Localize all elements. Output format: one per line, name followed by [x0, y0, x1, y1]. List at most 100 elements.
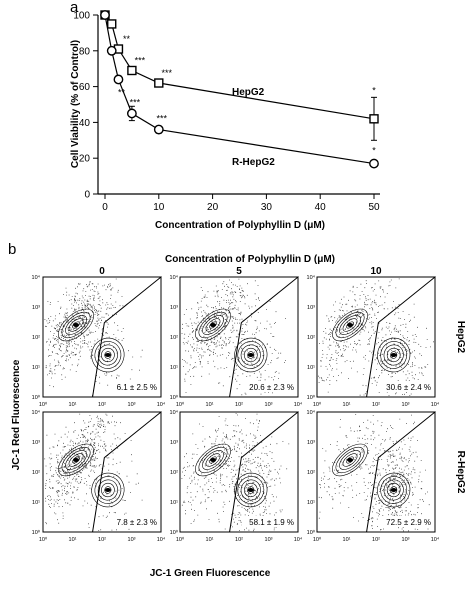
y-tick-label: 10⁴: [32, 274, 41, 281]
x-tick-label: 10⁰: [313, 536, 322, 543]
y-tick-label: 10⁴: [32, 409, 41, 416]
data-point: [127, 65, 137, 76]
contour-line: [342, 453, 358, 467]
x-tick-label: 20: [207, 202, 219, 213]
contour-line: [97, 479, 118, 501]
percentage-label: 30.6 ± 2.4 %: [386, 383, 431, 392]
contour-line: [94, 341, 122, 369]
significance-marker: **: [118, 87, 126, 97]
gate-polygon: [92, 275, 162, 398]
panel-b-title: Concentration of Polyphyllin D (μM): [165, 254, 335, 265]
y-tick-label: 10³: [307, 440, 315, 446]
x-tick-label: 10⁴: [431, 536, 440, 543]
contour-line: [195, 443, 231, 477]
contour-line: [380, 341, 408, 369]
contour-line: [91, 472, 125, 508]
contour-core: [73, 323, 80, 327]
x-axis-label: Concentration of Polyphyllin D (μM): [155, 220, 325, 231]
contour-line: [195, 308, 231, 342]
y-tick-label: 100: [73, 11, 90, 22]
contour-line: [65, 450, 87, 470]
column-label: 0: [99, 266, 105, 277]
y-tick-label: 10²: [32, 335, 40, 341]
contour-line: [342, 318, 358, 332]
contour-core: [73, 458, 80, 462]
x-tick-label: 10¹: [343, 402, 351, 408]
y-tick-label: 10²: [307, 335, 315, 341]
data-point: [154, 78, 164, 88]
significance-marker: ***: [162, 68, 173, 78]
scatter-dots: [181, 413, 290, 532]
contour-line: [104, 486, 112, 494]
series-label-hepg2: HepG2: [232, 87, 265, 98]
scatter-dots: [181, 278, 286, 396]
contour-line: [386, 482, 401, 498]
y-tick-label: 10⁴: [307, 274, 316, 281]
contour-line: [247, 486, 255, 494]
contour-line: [205, 318, 221, 332]
contour-line: [237, 341, 265, 369]
series-label-r-hepg2: R-HepG2: [232, 157, 275, 168]
y-tick-label: 10²: [307, 470, 315, 476]
contour-line: [377, 337, 411, 373]
panel-label-b: b: [8, 241, 16, 258]
y-tick-label: 10⁰: [307, 529, 316, 536]
x-tick-label: 10⁰: [39, 536, 48, 543]
y-tick-label: 10¹: [170, 365, 178, 371]
x-tick-label: 10³: [128, 402, 136, 408]
contour-line: [58, 443, 94, 477]
contour-line: [335, 311, 365, 339]
percentage-label: 6.1 ± 2.5 %: [117, 383, 157, 392]
contour-line: [104, 351, 112, 359]
x-tick-label: 40: [315, 202, 327, 213]
y-tick-label: 10³: [170, 305, 178, 311]
y-tick-label: 10⁰: [32, 529, 41, 536]
x-tick-label: 50: [368, 202, 380, 213]
contour-line: [202, 450, 224, 470]
column-label: 5: [236, 266, 242, 277]
contour-line: [383, 344, 404, 366]
percentage-background: [108, 381, 159, 392]
significance-marker: *: [372, 146, 376, 156]
series-r-hepg2: *********: [100, 10, 379, 169]
x-tick-label: 10⁰: [313, 401, 322, 408]
significance-marker: ***: [157, 114, 168, 124]
data-point: [369, 158, 379, 169]
contour-line: [97, 344, 118, 366]
gate-polygon: [229, 275, 299, 398]
percentage-label: 20.6 ± 2.3 %: [249, 383, 294, 392]
contour-line: [61, 446, 91, 474]
y-tick-label: 10⁰: [170, 529, 179, 536]
contour-core: [347, 458, 354, 462]
contour-line: [202, 315, 224, 335]
y-axis-label: Cell Viability (% of Control): [70, 40, 81, 168]
contour-core: [247, 488, 254, 492]
y-tick-label: 20: [79, 154, 91, 165]
contour-line: [68, 453, 84, 467]
x-tick-label: 10⁴: [294, 536, 303, 543]
y-tick-label: 10²: [32, 470, 40, 476]
percentage-label: 7.8 ± 2.3 %: [117, 518, 157, 527]
x-tick-label: 10¹: [206, 537, 214, 543]
contour-line: [339, 450, 361, 470]
x-tick-label: 0: [102, 202, 108, 213]
percentage-label: 72.5 ± 2.9 %: [386, 518, 431, 527]
series-line: [104, 14, 375, 120]
y-tick-label: 10⁴: [170, 409, 179, 416]
x-tick-label: 10¹: [206, 402, 214, 408]
significance-marker: ***: [130, 97, 141, 107]
data-point: [107, 19, 117, 29]
gate-polygon: [366, 410, 436, 533]
x-tick-label: 10³: [265, 537, 273, 543]
contour-line: [335, 446, 365, 474]
y-tick-label: 40: [79, 118, 91, 129]
y-tick-label: 10¹: [32, 365, 40, 371]
x-tick-label: 10³: [402, 402, 410, 408]
contour-line: [332, 308, 368, 342]
contour-core: [347, 323, 354, 327]
contour-line: [243, 347, 258, 363]
x-tick-label: 10: [153, 202, 165, 213]
